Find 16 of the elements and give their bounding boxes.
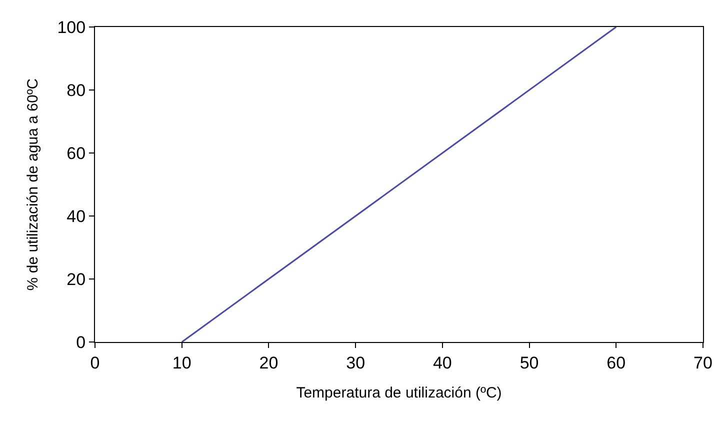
x-tick-label: 30 [346,353,366,372]
x-tick-label: 40 [432,353,452,372]
y-tick-label: 40 [66,206,86,226]
y-tick-label: 100 [57,18,86,37]
y-tick-label: 60 [66,144,86,163]
y-tick-label: 80 [66,80,86,100]
y-axis-title: % de utilización de agua a 60ºC [24,78,42,291]
y-tick-label: 0 [76,332,86,352]
x-tick-label: 0 [90,353,100,372]
y-tick-label: 20 [66,270,86,289]
x-tick-label: 70 [694,353,712,372]
x-tick-label: 50 [520,353,539,372]
x-tick-label: 20 [259,353,278,372]
x-axis-title: Temperatura de utilización (ºC) [296,384,502,402]
x-tick-label: 60 [606,353,626,372]
x-tick-label: 10 [172,353,192,372]
